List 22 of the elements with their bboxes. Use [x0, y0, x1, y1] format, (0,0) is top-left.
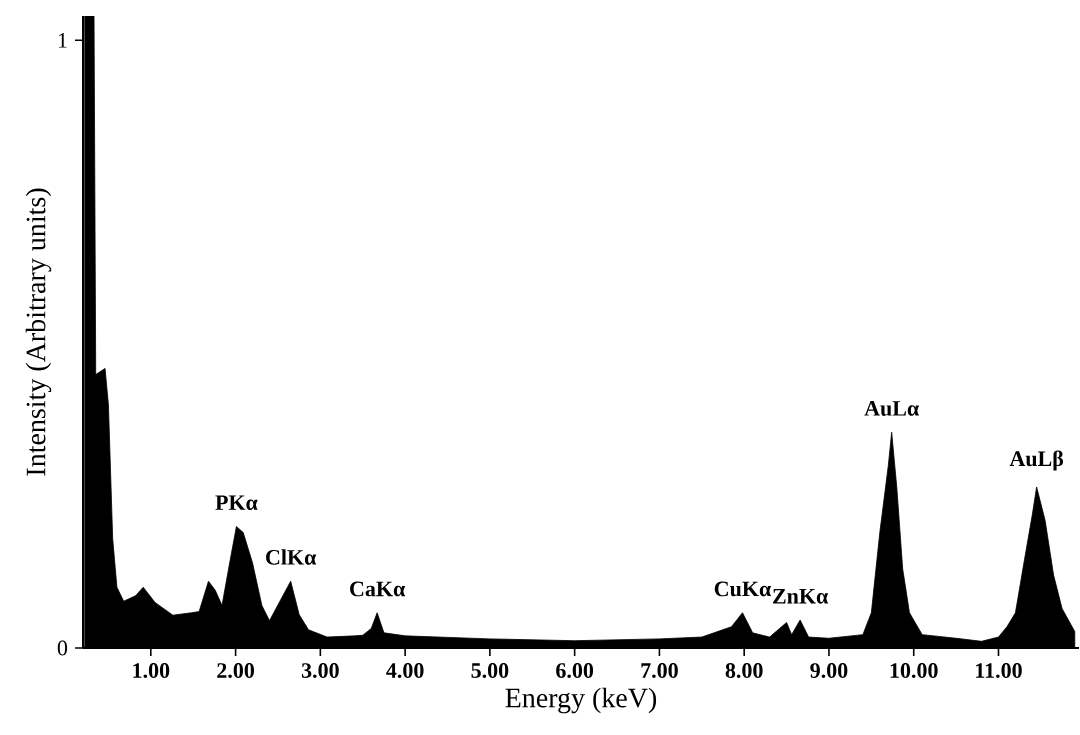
annotation: AuLα	[864, 401, 919, 416]
x-tick-label: 11.00	[976, 663, 1022, 679]
x-tick-label: 5.00	[471, 663, 509, 679]
x-tick-label: 10.00	[890, 663, 938, 679]
x-axis-title: Energy (keV)	[505, 687, 657, 714]
annotation: ClKα	[266, 549, 317, 565]
annotation: PKα	[215, 495, 258, 511]
y-axis-title: Intensity (Arbitrary units)	[25, 188, 52, 476]
x-tick-label: 7.00	[641, 663, 678, 679]
y-tick-label: 0	[57, 640, 68, 656]
x-tick-label: 4.00	[386, 663, 424, 679]
annotation: CaKα	[350, 581, 406, 597]
x-tick-label: 1.00	[133, 663, 170, 679]
x-tick-label: 6.00	[556, 663, 594, 679]
x-tick-label: 3.00	[301, 663, 339, 679]
annotation: CuKα	[714, 581, 772, 597]
x-tick-label: 8.00	[725, 663, 763, 679]
annotation: AuLβ	[1009, 450, 1064, 471]
y-tick-label: 1	[58, 33, 67, 48]
annotation: ZnKα	[773, 589, 829, 604]
x-tick-label: 9.00	[810, 663, 848, 679]
x-tick-label: 2.00	[217, 663, 254, 679]
